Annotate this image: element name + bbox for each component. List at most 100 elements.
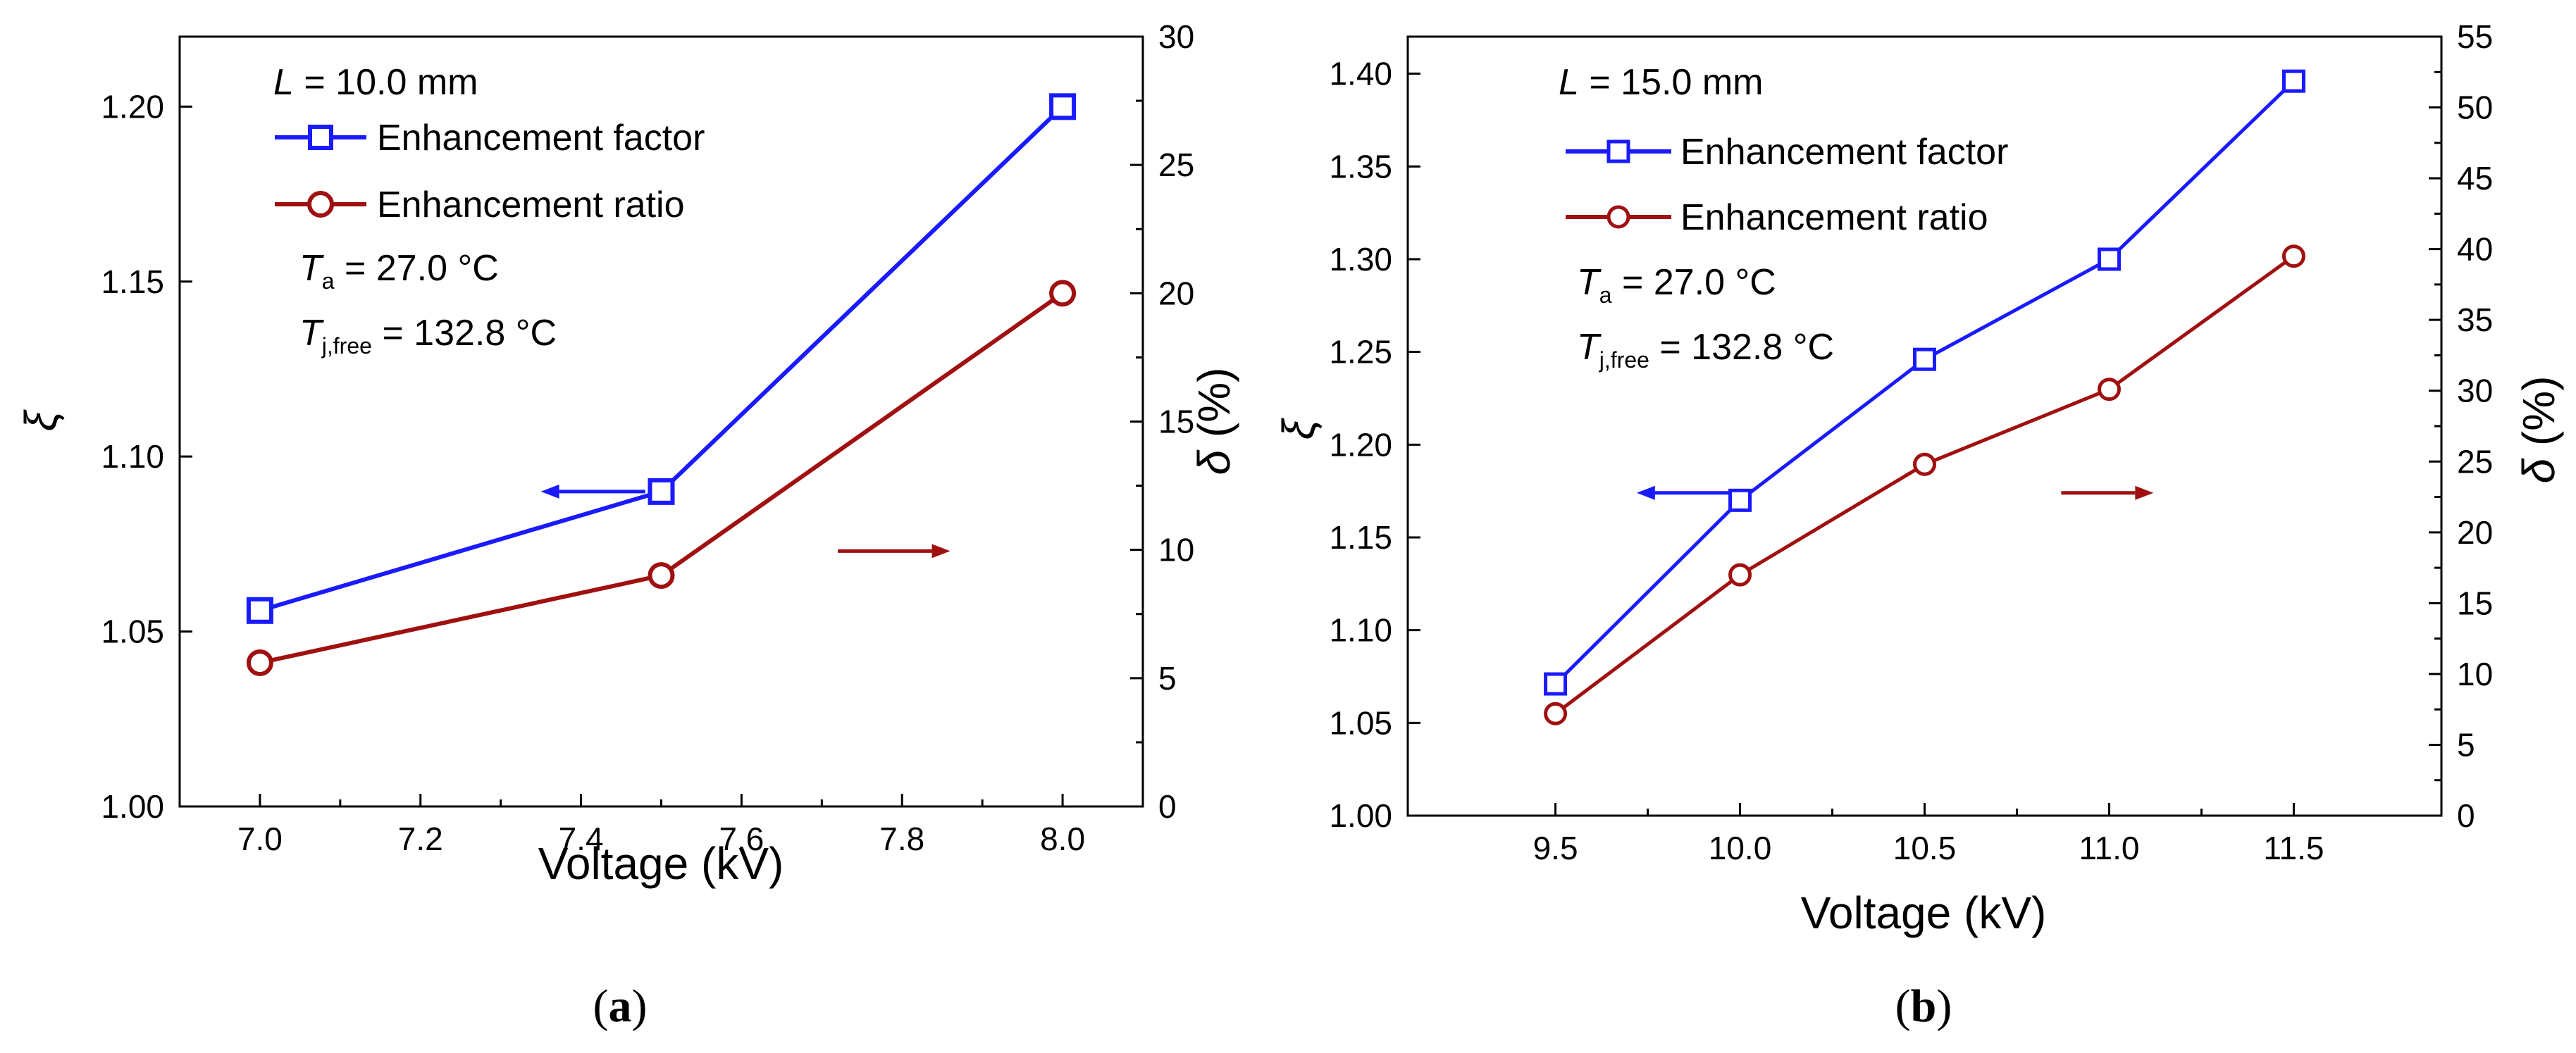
y2-axis-unit-a: (%) [1189,368,1239,450]
panel-b: 9.5 10.0 10.5 11.0 11.5 1.00 1.05 1.10 1.15 1.20 1… [1273,18,2564,1032]
data-point-ratio [648,562,675,590]
x-tick-label: 10.0 [1709,830,1772,866]
y2-tick-label: 30 [2457,373,2493,409]
annotation-ambient-temp-a: Ta = 27.0 °C [299,248,499,294]
axis-ticks-b: 9.5 10.0 10.5 11.0 11.5 1.00 1.05 1.10 1.15 1.20 1… [1329,18,2493,866]
y2-axis-title-b: δ (%) [2513,376,2564,484]
x-axis-title-a: Voltage (kV) [538,838,784,889]
x-tick-label: 8.0 [1040,821,1085,857]
y-tick-label: 1.25 [1329,334,1392,370]
y2-axis-symbol-a: δ [1189,449,1239,475]
y2-tick-label: 30 [1158,18,1194,55]
y2-tick-label: 40 [2457,231,2493,268]
legend-label-factor-b: Enhancement factor [1680,132,2008,173]
data-point-factor [648,478,675,505]
y2-tick-label: 0 [1158,788,1177,825]
y-tick-label: 1.00 [101,788,164,825]
legend-label-ratio-a: Enhancement ratio [377,185,685,225]
x-tick-label: 7.8 [879,821,924,857]
data-point-ratio [2281,244,2305,268]
annotation-junction-temp-a: Tj,free = 132.8 °C [299,313,557,359]
y-tick-label: 1.30 [1329,241,1392,278]
y-tick-label: 1.15 [101,263,164,300]
legend-marker-ratio-a [307,191,334,218]
y-tick-label: 1.05 [1329,704,1392,741]
y-tick-label: 1.10 [1329,612,1392,649]
y2-tick-label: 20 [2457,514,2493,551]
panel-a: 7.0 7.2 7.4 7.6 7.8 8.0 1.00 1.05 1.10 1.15 1.20 0 5… [16,18,1239,1032]
data-point-factor [1049,93,1077,120]
y-tick-label: 1.20 [101,88,164,125]
series-markers-a [246,93,1077,676]
y2-tick-label: 20 [1158,275,1194,311]
x-tick-label: 11.0 [2079,830,2139,866]
y-axis-title-a: ξ [16,409,66,431]
legend-marker-factor-b [1606,139,1630,163]
direction-arrows-a [540,484,950,559]
data-point-factor [1544,672,1568,696]
legend-marker-factor-a [308,125,333,150]
caption-a: (a) [593,980,648,1032]
data-point-factor [1913,347,1936,371]
data-point-factor [2097,247,2121,271]
y2-tick-label: 50 [2457,89,2493,126]
y2-tick-label: 25 [1158,147,1194,183]
x-tick-label: 11.5 [2263,830,2324,866]
y-tick-label: 1.40 [1329,56,1392,92]
y2-tick-label: 10 [1158,532,1194,568]
x-tick-label: 7.4 [559,821,604,857]
y2-tick-label: 55 [2457,18,2493,55]
x-tick-label: 9.5 [1533,830,1578,866]
y2-tick-label: 25 [2457,443,2493,480]
y2-tick-label: 5 [2457,726,2475,763]
x-tick-label: 7.0 [237,821,283,857]
y2-tick-label: 5 [1158,660,1177,697]
y-tick-label: 1.10 [101,438,164,475]
arrow-head-left [1636,485,1655,500]
legend-label-ratio-b: Enhancement ratio [1680,197,1988,238]
y2-axis-unit-b: (%) [2513,376,2564,459]
annotation-junction-temp-b: Tj,free = 132.8 °C [1577,327,1834,373]
x-axis-title-b: Voltage (kV) [1801,887,2047,938]
y-tick-label: 1.00 [1329,797,1392,834]
y2-tick-label: 35 [2457,301,2493,338]
arrow-head-right [2135,485,2154,500]
arrow-head-right [931,544,950,559]
legend-a: L = 10.0 mm Enhancement factor Enhanceme… [273,62,705,359]
annotation-length-b: L = 15.0 mm [1559,62,1763,103]
axis-ticks-a: 7.0 7.2 7.4 7.6 7.8 8.0 1.00 1.05 1.10 1.15 1.20 0 5… [101,18,1194,857]
y-tick-label: 1.20 [1329,426,1392,463]
y-tick-label: 1.15 [1329,519,1392,556]
y-axis-title-b: ξ [1273,418,1324,440]
x-tick-label: 10.5 [1893,830,1957,866]
arrow-head-left [540,484,559,499]
data-point-factor [2281,69,2305,93]
data-point-ratio [2097,378,2121,401]
caption-b: (b) [1895,980,1952,1032]
data-point-factor [1728,488,1752,512]
legend-marker-ratio-b [1606,205,1630,229]
y2-tick-label: 15 [2457,585,2493,621]
legend-b: L = 15.0 mm Enhancement factor Enhanceme… [1559,62,2008,373]
series-markers-b [1544,69,2305,725]
direction-arrows-b [1636,485,2154,500]
y-tick-label: 1.05 [101,613,164,650]
x-tick-label: 7.6 [719,821,764,857]
data-point-ratio [246,649,273,676]
annotation-length-a: L = 10.0 mm [273,62,478,103]
data-point-factor [246,597,273,624]
y2-axis-symbol-b: δ [2513,457,2564,483]
y2-axis-title-a: δ (%) [1189,368,1239,475]
legend-label-factor-a: Enhancement factor [377,118,705,158]
y2-tick-label: 0 [2457,797,2475,834]
x-tick-label: 7.2 [398,821,443,857]
y-tick-label: 1.35 [1329,148,1392,185]
y2-tick-label: 10 [2457,656,2493,692]
data-point-ratio [1728,563,1752,587]
data-point-ratio [1913,452,1936,476]
y2-tick-label: 45 [2457,160,2493,197]
data-point-ratio [1049,280,1077,307]
data-point-ratio [1544,702,1568,725]
annotation-ambient-temp-b: Ta = 27.0 °C [1577,262,1776,308]
